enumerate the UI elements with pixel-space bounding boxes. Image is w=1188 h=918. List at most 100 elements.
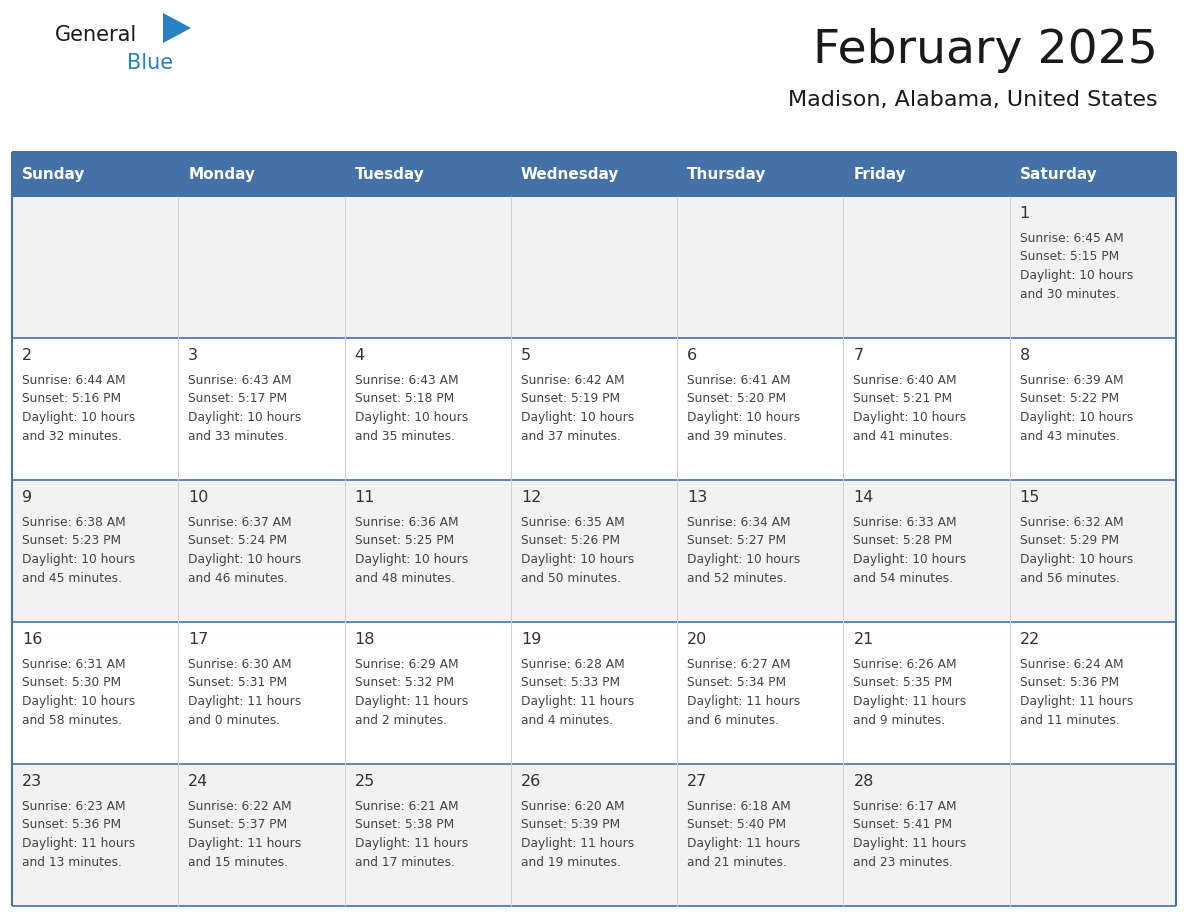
Text: February 2025: February 2025 [813, 28, 1158, 73]
Text: Sunrise: 6:17 AM: Sunrise: 6:17 AM [853, 800, 958, 813]
Bar [843, 338, 1010, 480]
Text: Daylight: 10 hours: Daylight: 10 hours [687, 411, 801, 424]
Text: Sunset: 5:32 PM: Sunset: 5:32 PM [354, 677, 454, 689]
Text: Sunset: 5:21 PM: Sunset: 5:21 PM [853, 393, 953, 406]
Text: Sunset: 5:34 PM: Sunset: 5:34 PM [687, 677, 786, 689]
Text: and 58 minutes.: and 58 minutes. [23, 713, 122, 726]
Text: Sunrise: 6:28 AM: Sunrise: 6:28 AM [520, 658, 625, 671]
Text: Sunrise: 6:45 AM: Sunrise: 6:45 AM [1019, 232, 1124, 245]
Bar [677, 152, 843, 196]
Text: Sunrise: 6:43 AM: Sunrise: 6:43 AM [188, 374, 292, 387]
Text: Sunrise: 6:36 AM: Sunrise: 6:36 AM [354, 516, 459, 529]
Text: Sunrise: 6:40 AM: Sunrise: 6:40 AM [853, 374, 958, 387]
Text: and 45 minutes.: and 45 minutes. [23, 572, 122, 585]
Text: 21: 21 [853, 632, 874, 647]
Text: Daylight: 10 hours: Daylight: 10 hours [1019, 553, 1133, 566]
Bar [345, 764, 511, 906]
Text: Sunset: 5:22 PM: Sunset: 5:22 PM [1019, 393, 1119, 406]
Text: Sunrise: 6:33 AM: Sunrise: 6:33 AM [853, 516, 958, 529]
Text: Sunrise: 6:32 AM: Sunrise: 6:32 AM [1019, 516, 1124, 529]
Text: 17: 17 [188, 632, 209, 647]
Text: 6: 6 [687, 348, 697, 363]
Text: 16: 16 [23, 632, 43, 647]
Text: 19: 19 [520, 632, 542, 647]
Text: Sunrise: 6:22 AM: Sunrise: 6:22 AM [188, 800, 292, 813]
Text: Sunrise: 6:18 AM: Sunrise: 6:18 AM [687, 800, 791, 813]
Text: 15: 15 [1019, 490, 1040, 505]
Text: Sunrise: 6:34 AM: Sunrise: 6:34 AM [687, 516, 791, 529]
Text: and 37 minutes.: and 37 minutes. [520, 430, 621, 442]
Text: Sunrise: 6:30 AM: Sunrise: 6:30 AM [188, 658, 292, 671]
Text: Daylight: 11 hours: Daylight: 11 hours [520, 837, 634, 850]
Text: Sunset: 5:39 PM: Sunset: 5:39 PM [520, 819, 620, 832]
Text: Sunrise: 6:20 AM: Sunrise: 6:20 AM [520, 800, 625, 813]
Text: Sunday: Sunday [23, 166, 86, 182]
Text: 25: 25 [354, 774, 375, 789]
Text: and 30 minutes.: and 30 minutes. [1019, 287, 1119, 300]
Text: 7: 7 [853, 348, 864, 363]
Text: Sunset: 5:36 PM: Sunset: 5:36 PM [23, 819, 121, 832]
Bar [677, 196, 843, 338]
Text: 8: 8 [1019, 348, 1030, 363]
Text: Sunset: 5:40 PM: Sunset: 5:40 PM [687, 819, 786, 832]
Bar [511, 152, 677, 196]
Bar [511, 338, 677, 480]
Text: and 17 minutes.: and 17 minutes. [354, 856, 455, 868]
Text: Sunset: 5:16 PM: Sunset: 5:16 PM [23, 393, 121, 406]
Text: and 33 minutes.: and 33 minutes. [188, 430, 289, 442]
Bar [843, 764, 1010, 906]
Text: Sunrise: 6:29 AM: Sunrise: 6:29 AM [354, 658, 459, 671]
Text: and 11 minutes.: and 11 minutes. [1019, 713, 1119, 726]
Bar [843, 196, 1010, 338]
Bar [345, 622, 511, 764]
Text: Sunset: 5:33 PM: Sunset: 5:33 PM [520, 677, 620, 689]
Bar [843, 480, 1010, 622]
Text: Sunrise: 6:26 AM: Sunrise: 6:26 AM [853, 658, 958, 671]
Text: and 4 minutes.: and 4 minutes. [520, 713, 613, 726]
Text: Sunrise: 6:42 AM: Sunrise: 6:42 AM [520, 374, 625, 387]
Text: Sunset: 5:27 PM: Sunset: 5:27 PM [687, 534, 786, 547]
Text: and 21 minutes.: and 21 minutes. [687, 856, 786, 868]
Text: Monday: Monday [188, 166, 255, 182]
Text: Sunrise: 6:39 AM: Sunrise: 6:39 AM [1019, 374, 1124, 387]
Text: 5: 5 [520, 348, 531, 363]
Bar [12, 764, 178, 906]
Bar [178, 196, 345, 338]
Bar [12, 152, 178, 196]
Text: 22: 22 [1019, 632, 1040, 647]
Text: Daylight: 10 hours: Daylight: 10 hours [853, 411, 967, 424]
Text: Thursday: Thursday [687, 166, 766, 182]
Bar [1010, 480, 1176, 622]
Text: Daylight: 10 hours: Daylight: 10 hours [188, 553, 302, 566]
Text: Daylight: 10 hours: Daylight: 10 hours [23, 553, 135, 566]
Text: Daylight: 10 hours: Daylight: 10 hours [354, 411, 468, 424]
Text: and 13 minutes.: and 13 minutes. [23, 856, 122, 868]
Bar [345, 480, 511, 622]
Text: Blue: Blue [127, 53, 173, 73]
Text: and 52 minutes.: and 52 minutes. [687, 572, 788, 585]
Text: Sunrise: 6:24 AM: Sunrise: 6:24 AM [1019, 658, 1124, 671]
Text: Sunrise: 6:35 AM: Sunrise: 6:35 AM [520, 516, 625, 529]
Text: Sunrise: 6:27 AM: Sunrise: 6:27 AM [687, 658, 791, 671]
Bar [1010, 622, 1176, 764]
Bar [12, 196, 178, 338]
Bar [12, 480, 178, 622]
Text: Sunrise: 6:43 AM: Sunrise: 6:43 AM [354, 374, 459, 387]
Text: 18: 18 [354, 632, 375, 647]
Bar [1010, 338, 1176, 480]
Text: Sunset: 5:17 PM: Sunset: 5:17 PM [188, 393, 287, 406]
Text: Sunset: 5:38 PM: Sunset: 5:38 PM [354, 819, 454, 832]
Text: 3: 3 [188, 348, 198, 363]
Text: Daylight: 10 hours: Daylight: 10 hours [520, 553, 634, 566]
Bar [1010, 152, 1176, 196]
Text: Friday: Friday [853, 166, 906, 182]
Text: Sunset: 5:37 PM: Sunset: 5:37 PM [188, 819, 287, 832]
Text: Daylight: 10 hours: Daylight: 10 hours [188, 411, 302, 424]
Bar [511, 196, 677, 338]
Bar [843, 622, 1010, 764]
Text: Sunset: 5:20 PM: Sunset: 5:20 PM [687, 393, 786, 406]
Text: Sunset: 5:31 PM: Sunset: 5:31 PM [188, 677, 287, 689]
Text: and 19 minutes.: and 19 minutes. [520, 856, 621, 868]
Text: and 48 minutes.: and 48 minutes. [354, 572, 455, 585]
Polygon shape [163, 13, 191, 43]
